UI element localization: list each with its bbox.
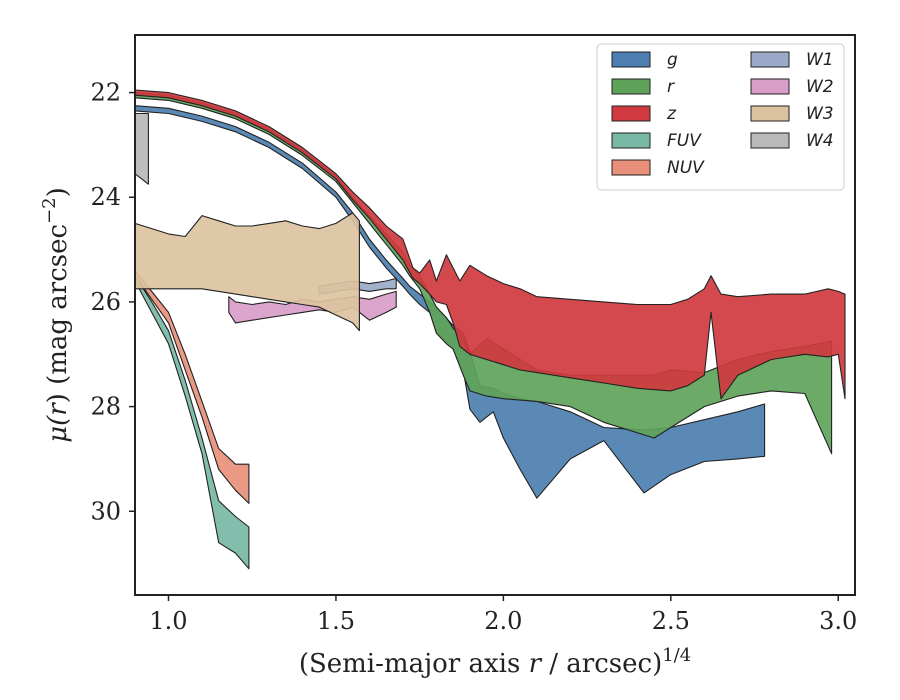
legend-item-w1: W1 — [750, 50, 834, 70]
legend-label: z — [666, 104, 677, 124]
plot-frame — [134, 34, 856, 596]
band-w3 — [135, 212, 360, 332]
legend-label: g — [667, 50, 678, 70]
x-tick-label: 1.5 — [317, 607, 355, 635]
legend-label: W4 — [806, 131, 834, 151]
legend-swatch — [750, 105, 790, 122]
legend-swatch — [750, 132, 790, 149]
legend-item-r: r — [611, 77, 675, 97]
legend-swatch — [611, 159, 651, 176]
legend-label: NUV — [667, 158, 705, 178]
x-tick-label: 1.0 — [149, 607, 187, 635]
legend-item-g: g — [611, 50, 678, 70]
band-nuv — [135, 269, 250, 504]
legend-item-z: z — [611, 104, 677, 124]
legend-item-fuv: FUV — [611, 131, 702, 151]
legend-label: r — [667, 77, 675, 97]
band-g — [135, 105, 766, 499]
legend-swatch — [750, 51, 790, 68]
x-axis-label: (Semi-major axis r / arcsec)1/4 — [299, 645, 691, 679]
legend-swatch — [611, 78, 651, 95]
legend: grz FUV NUV W1 W2 W3 W4 — [596, 43, 845, 191]
legend-swatch — [611, 51, 651, 68]
y-tick-label: 22 — [90, 79, 121, 107]
legend-label: FUV — [667, 131, 702, 151]
y-axis: 22 24 26 28 30 — [90, 79, 135, 525]
band-z — [135, 89, 846, 400]
legend-swatch — [611, 132, 651, 149]
x-tick-label: 3.0 — [819, 607, 857, 635]
legend-label: W3 — [806, 104, 834, 124]
x-axis: 1.0 1.5 2.0 2.5 3.0 — [149, 595, 857, 635]
band-fuv — [135, 275, 250, 570]
y-tick-label: 26 — [90, 288, 121, 316]
legend-swatch — [611, 105, 651, 122]
legend-item-nuv: NUV — [611, 158, 705, 178]
series-layer — [135, 89, 846, 570]
legend-label: W2 — [806, 77, 834, 97]
x-tick-label: 2.5 — [652, 607, 690, 635]
legend-swatch — [750, 78, 790, 95]
y-tick-label: 30 — [90, 497, 121, 525]
legend-item-w4: W4 — [750, 131, 834, 151]
y-tick-label: 28 — [90, 393, 121, 421]
legend-item-w2: W2 — [750, 77, 834, 97]
legend-item-w3: W3 — [750, 104, 834, 124]
legend-label: W1 — [806, 50, 834, 70]
y-tick-label: 24 — [90, 183, 121, 211]
band-w4 — [135, 112, 149, 185]
x-tick-label: 2.0 — [484, 607, 522, 635]
y-axis-label: μ(r) (mag arcsec−2) — [39, 187, 73, 443]
